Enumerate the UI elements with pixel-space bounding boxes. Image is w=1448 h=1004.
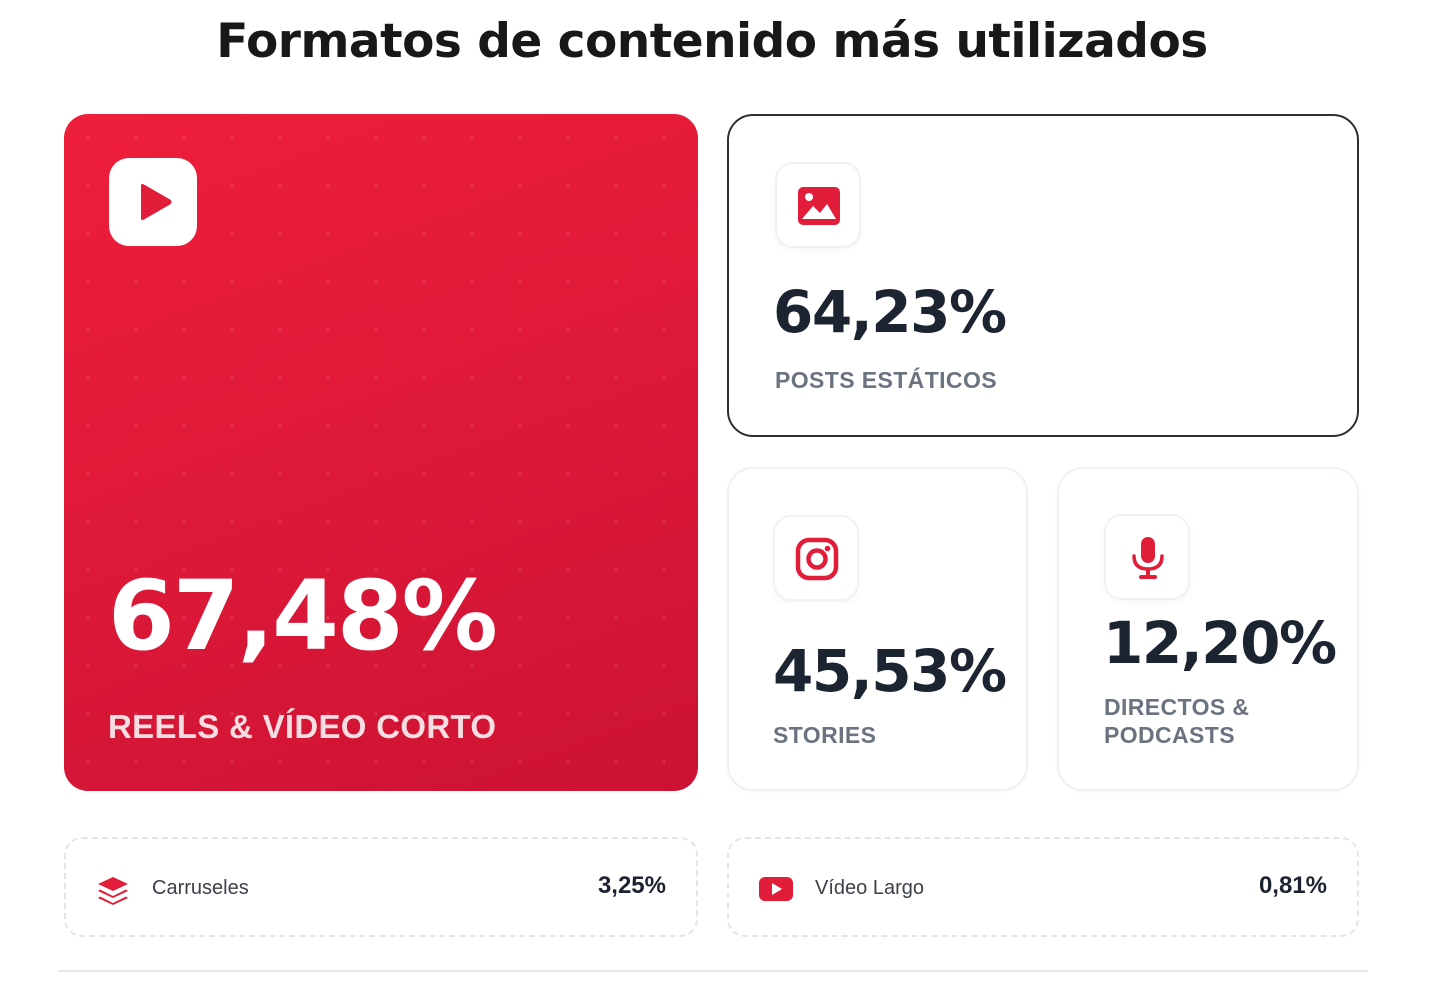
video-largo-label: Vídeo Largo: [815, 877, 924, 899]
play-icon-box: [109, 158, 197, 246]
bottom-divider: [58, 970, 1368, 972]
image-icon-box: [775, 162, 861, 248]
carruseles-row: Carruseles 3,25%: [64, 837, 698, 937]
carruseles-label: Carruseles: [152, 877, 249, 899]
directos-percentage: 12,20%: [1103, 609, 1337, 677]
video-largo-percentage: 0,81%: [1258, 872, 1327, 899]
stories-label: STORIES: [773, 722, 877, 748]
reels-percentage: 67,48%: [108, 560, 498, 672]
directos-label: DIRECTOS & PODCASTS: [1104, 693, 1249, 749]
layers-icon: [98, 877, 128, 905]
microphone-icon: [1132, 537, 1164, 579]
stories-percentage: 45,53%: [773, 637, 1007, 705]
posts-card: 64,23% POSTS ESTÁTICOS: [727, 114, 1359, 437]
directos-label-line2: PODCASTS: [1104, 722, 1235, 748]
directos-card: 12,20% DIRECTOS & PODCASTS: [1057, 467, 1359, 791]
reels-label: REELS & VÍDEO CORTO: [108, 708, 497, 745]
image-icon: [798, 187, 840, 225]
youtube-icon: [759, 877, 793, 901]
page-title: Formatos de contenido más utilizados: [216, 14, 1208, 69]
video-largo-row: Vídeo Largo 0,81%: [727, 837, 1359, 937]
posts-percentage: 64,23%: [773, 278, 1007, 346]
directos-label-line1: DIRECTOS &: [1104, 694, 1250, 720]
play-icon: [141, 184, 172, 220]
instagram-icon-box: [773, 515, 859, 601]
carruseles-percentage: 3,25%: [597, 872, 666, 899]
posts-label: POSTS ESTÁTICOS: [775, 367, 997, 393]
instagram-icon: [795, 537, 839, 581]
microphone-icon-box: [1104, 514, 1190, 600]
stories-card: 45,53% STORIES: [727, 467, 1028, 791]
reels-card: 67,48% REELS & VÍDEO CORTO: [64, 114, 698, 791]
